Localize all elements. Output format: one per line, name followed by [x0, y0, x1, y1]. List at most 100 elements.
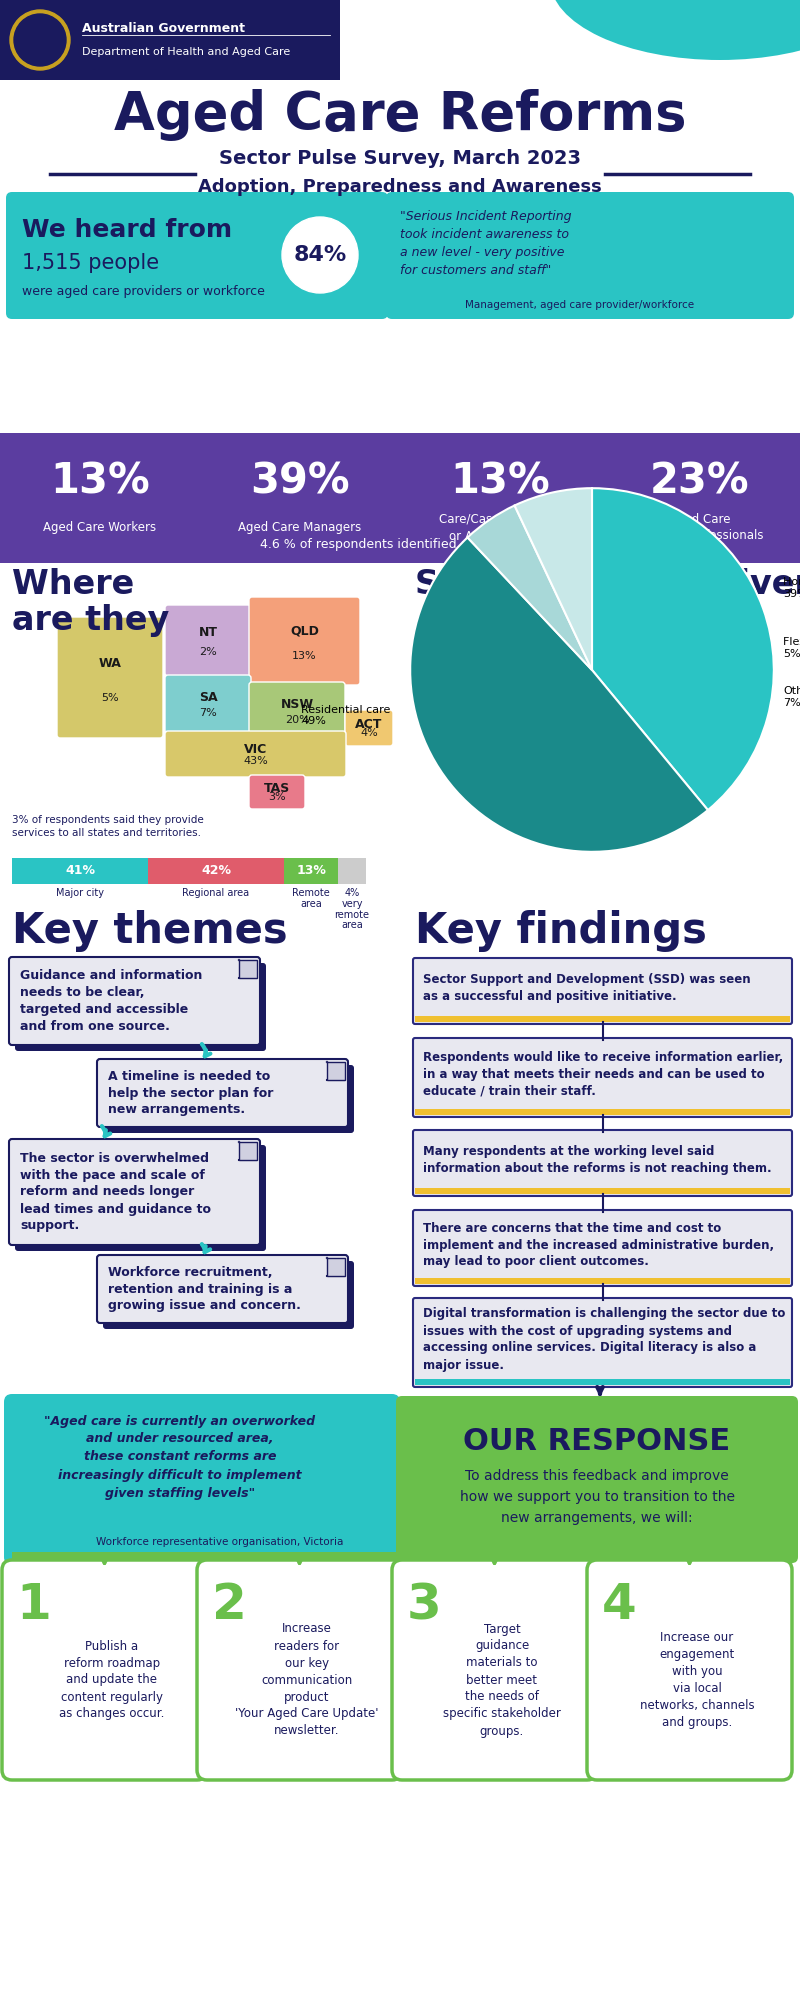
Text: 4%
very
remote
area: 4% very remote area: [334, 888, 370, 930]
Wedge shape: [514, 488, 592, 670]
Text: 41%: 41%: [65, 864, 95, 878]
Text: SA: SA: [198, 692, 218, 704]
Text: 42%: 42%: [201, 864, 231, 878]
Text: 1: 1: [17, 1580, 51, 1628]
Text: 3% of respondents said they provide
services to all states and territories.: 3% of respondents said they provide serv…: [12, 816, 204, 838]
Text: Services they deliver: Services they deliver: [415, 568, 800, 600]
Text: Aged Care
Nursing Professionals: Aged Care Nursing Professionals: [637, 514, 763, 542]
Text: Remote
area: Remote area: [292, 888, 330, 908]
Wedge shape: [467, 506, 592, 670]
Text: Workforce recruitment,
retention and training is a
growing issue and concern.: Workforce recruitment, retention and tra…: [108, 1266, 301, 1312]
Text: VIC: VIC: [244, 742, 267, 756]
FancyBboxPatch shape: [587, 1560, 792, 1780]
Text: Home care
39%: Home care 39%: [783, 578, 800, 598]
FancyBboxPatch shape: [9, 958, 260, 1044]
Text: 23%: 23%: [650, 460, 750, 502]
Text: 4.6 % of respondents identified as assessors: 4.6 % of respondents identified as asses…: [260, 538, 540, 550]
Ellipse shape: [550, 0, 800, 60]
FancyBboxPatch shape: [6, 192, 388, 318]
Bar: [12, 858, 148, 884]
Text: Department of Health and Aged Care: Department of Health and Aged Care: [82, 46, 290, 56]
Bar: [0, 312, 800, 434]
Text: We heard from: We heard from: [22, 218, 232, 242]
Bar: [415, 1278, 790, 1284]
FancyBboxPatch shape: [413, 1210, 792, 1286]
Text: 4%: 4%: [360, 728, 378, 738]
Text: Flexible care
5%: Flexible care 5%: [783, 638, 800, 658]
Text: Sector Pulse Survey, March 2023: Sector Pulse Survey, March 2023: [219, 148, 581, 168]
Text: There are concerns that the time and cost to
implement and the increased adminis: There are concerns that the time and cos…: [423, 1222, 774, 1268]
FancyBboxPatch shape: [97, 1256, 348, 1324]
Text: Management, aged care provider/workforce: Management, aged care provider/workforce: [466, 300, 694, 310]
Text: 13%: 13%: [450, 460, 550, 502]
Text: Where
are they: Where are they: [12, 568, 170, 636]
Bar: [415, 1108, 790, 1116]
Text: Care/Case Managers
or Administration: Care/Case Managers or Administration: [439, 514, 561, 542]
Text: Increase our
engagement
with you
via local
networks, channels
and groups.: Increase our engagement with you via loc…: [640, 1632, 754, 1728]
Text: 84%: 84%: [294, 244, 346, 264]
Bar: [415, 1380, 790, 1384]
FancyBboxPatch shape: [396, 1396, 798, 1564]
FancyBboxPatch shape: [165, 730, 346, 776]
FancyBboxPatch shape: [15, 964, 266, 1052]
Text: ACT: ACT: [355, 718, 382, 730]
Text: 3: 3: [406, 1580, 442, 1628]
Bar: [239, 1142, 257, 1160]
FancyBboxPatch shape: [392, 1560, 597, 1780]
FancyBboxPatch shape: [413, 958, 792, 1024]
Text: 13%: 13%: [296, 864, 326, 878]
FancyBboxPatch shape: [97, 1060, 348, 1128]
Text: 7%: 7%: [199, 708, 217, 718]
FancyBboxPatch shape: [9, 1140, 260, 1244]
Text: A timeline is needed to
help the sector plan for
new arrangements.: A timeline is needed to help the sector …: [108, 1070, 274, 1116]
Bar: [338, 858, 366, 884]
Text: WA: WA: [98, 658, 122, 670]
Text: Target
guidance
materials to
better meet
the needs of
specific stakeholder
group: Target guidance materials to better meet…: [443, 1622, 561, 1738]
Text: Major city: Major city: [56, 888, 104, 898]
Text: NT: NT: [198, 626, 218, 640]
Text: "Aged care is currently an overworked
and under resourced area,
these constant r: "Aged care is currently an overworked an…: [45, 1414, 315, 1500]
Text: Increase
readers for
our key
communication
product
'Your Aged Care Update'
newsl: Increase readers for our key communicati…: [235, 1622, 378, 1738]
Text: Aged Care Reforms: Aged Care Reforms: [114, 88, 686, 140]
FancyBboxPatch shape: [413, 1130, 792, 1196]
FancyBboxPatch shape: [345, 710, 393, 746]
Text: 4: 4: [602, 1580, 636, 1628]
Text: Digital transformation is challenging the sector due to
issues with the cost of : Digital transformation is challenging th…: [423, 1308, 786, 1372]
Text: Other
7%: Other 7%: [783, 686, 800, 708]
Bar: [327, 1258, 345, 1276]
FancyBboxPatch shape: [103, 1064, 354, 1132]
FancyBboxPatch shape: [386, 192, 794, 318]
Text: Respondents would like to receive information earlier,
in a way that meets their: Respondents would like to receive inform…: [423, 1052, 783, 1098]
Text: Aged Care Workers: Aged Care Workers: [43, 522, 157, 534]
Bar: [12, 1552, 792, 1570]
Circle shape: [282, 216, 358, 292]
Circle shape: [10, 10, 70, 70]
Text: Aged Care Managers: Aged Care Managers: [238, 522, 362, 534]
FancyBboxPatch shape: [57, 616, 163, 738]
FancyBboxPatch shape: [413, 1038, 792, 1116]
Text: 13%: 13%: [292, 650, 317, 660]
Bar: [148, 858, 284, 884]
Bar: [8, 4, 73, 74]
Text: Residential care
49%: Residential care 49%: [301, 704, 390, 726]
Text: 2: 2: [211, 1580, 246, 1628]
Text: OUR RESPONSE: OUR RESPONSE: [463, 1428, 730, 1456]
Text: TAS: TAS: [264, 782, 290, 796]
Text: 5%: 5%: [101, 694, 119, 704]
Text: NSW: NSW: [281, 698, 314, 712]
Text: Guidance and information
needs to be clear,
targeted and accessible
and from one: Guidance and information needs to be cle…: [20, 970, 202, 1032]
Text: Regional area: Regional area: [182, 888, 250, 898]
FancyBboxPatch shape: [249, 596, 360, 684]
FancyBboxPatch shape: [197, 1560, 402, 1780]
Text: The sector is overwhelmed
with the pace and scale of
reform and needs longer
lea: The sector is overwhelmed with the pace …: [20, 1152, 211, 1232]
FancyBboxPatch shape: [165, 676, 251, 732]
Text: Key findings: Key findings: [415, 910, 707, 952]
Text: 13%: 13%: [50, 460, 150, 502]
Text: Adoption, Preparedness and Awareness: Adoption, Preparedness and Awareness: [198, 178, 602, 196]
FancyBboxPatch shape: [249, 774, 305, 808]
Text: Key themes: Key themes: [12, 910, 288, 952]
Wedge shape: [410, 538, 708, 852]
Text: To address this feedback and improve
how we support you to transition to the
new: To address this feedback and improve how…: [459, 1470, 734, 1524]
Text: 43%: 43%: [243, 756, 268, 766]
Circle shape: [14, 14, 66, 66]
